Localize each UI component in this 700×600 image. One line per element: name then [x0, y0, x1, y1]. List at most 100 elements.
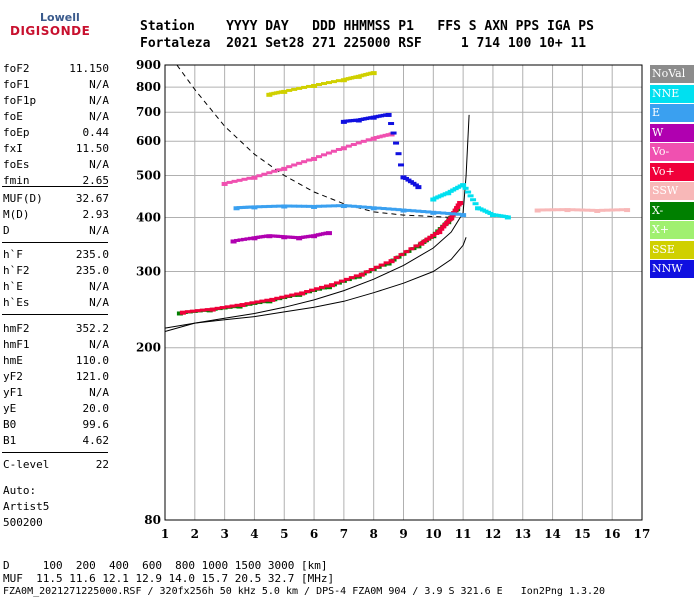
echo-point-e	[430, 210, 437, 215]
y-tick-label: 80	[144, 513, 161, 527]
echo-point-e	[276, 204, 283, 208]
echo-point-ssw	[554, 208, 561, 212]
header-line-1: Station YYYY DAY DDD HHMMSS P1 FFS S AXN…	[140, 19, 594, 34]
echo-point-vo	[301, 160, 308, 164]
echo-point-e	[261, 205, 268, 209]
echo-point-vo	[383, 261, 390, 265]
echo-point-vo	[229, 304, 236, 308]
param-key: h`F2	[3, 264, 30, 277]
echo-point-e	[440, 211, 447, 215]
echo-point-e	[385, 207, 392, 211]
param-key: foE	[3, 110, 23, 123]
echo-point-ssw	[614, 208, 621, 212]
parameter-separator	[2, 242, 108, 243]
echo-point-nnw	[402, 176, 409, 180]
x-tick-label: 16	[604, 527, 621, 541]
echo-point-ssw	[539, 208, 546, 212]
echo-point-e	[350, 204, 357, 208]
echo-point-e	[460, 213, 467, 218]
echo-point-nnw	[395, 152, 402, 156]
legend-item-vo: Vo+	[650, 162, 694, 181]
echo-point-nne	[465, 190, 472, 194]
legend-item-noval: NoVal	[650, 65, 694, 83]
param-row-clevel: C-level 22	[3, 458, 109, 474]
x-tick-label: 13	[514, 527, 531, 541]
echo-point-e	[395, 208, 402, 212]
param-row-foep: foEp 0.44	[3, 126, 109, 142]
param-value: 235.0	[75, 264, 109, 277]
echo-point-nnw	[415, 185, 422, 190]
echo-point-vo	[373, 265, 380, 269]
echo-point-ssw	[619, 208, 626, 212]
echo-point-sse	[306, 84, 313, 88]
param-value: 32.67	[75, 192, 109, 205]
header-line-2: Fortaleza 2021 Set28 271 225000 RSF 1 71…	[140, 36, 587, 51]
param-key: M(D)	[3, 208, 30, 221]
echo-point-ssw	[579, 208, 586, 212]
autoscale-line2: Artist5	[3, 500, 50, 513]
param-key: yF1	[3, 386, 23, 399]
echo-point-sse	[291, 87, 298, 91]
x-tick-label: 11	[455, 527, 472, 541]
echo-point-ssw	[534, 208, 541, 213]
echo-point-vo	[330, 149, 337, 153]
echo-point-e	[306, 204, 313, 208]
x-tick-label: 9	[399, 527, 407, 541]
echo-point-vo	[226, 180, 233, 184]
echo-point-vo	[338, 279, 345, 283]
echo-point-e	[435, 211, 442, 215]
echo-point-vo	[316, 155, 323, 159]
param-row-foes: foEs N/A	[3, 158, 109, 174]
echo-point-vo	[442, 223, 449, 227]
param-row-yf2: yF2 121.0	[3, 370, 109, 386]
param-value: 0.44	[82, 126, 110, 139]
param-key: hmF2	[3, 322, 30, 335]
echo-point-sse	[316, 83, 323, 87]
param-row-mufd: MUF(D) 32.67	[3, 192, 109, 208]
echo-point-vo	[363, 270, 370, 274]
echo-point-nnw	[412, 183, 419, 187]
echo-point-vo	[239, 303, 246, 308]
echo-point-vo	[335, 147, 342, 151]
echo-point-vo	[256, 174, 263, 178]
echo-point-ssw	[599, 208, 606, 212]
echo-point-vo	[261, 172, 268, 176]
legend-item-x: X-	[650, 201, 694, 220]
param-row-fof1: foF1 N/A	[3, 78, 109, 94]
legend-item-nnw: NNW	[650, 260, 694, 278]
echo-point-vo	[266, 171, 273, 175]
echo-point-vo	[321, 153, 327, 157]
echo-point-vo	[365, 138, 372, 142]
param-value: N/A	[89, 94, 109, 107]
echo-point-vo	[189, 309, 196, 313]
echo-point-vo	[284, 294, 291, 298]
autoscale-line3: 500200	[3, 516, 43, 529]
echo-point-vo	[358, 272, 365, 277]
echo-point-vo	[421, 239, 428, 243]
x-tick-label: 8	[370, 527, 378, 541]
param-row-b1: B1 4.62	[3, 434, 109, 450]
echo-point-e	[425, 210, 432, 214]
echo-point-e	[266, 204, 273, 208]
echo-point-e	[301, 204, 308, 208]
echo-point-e	[345, 204, 352, 208]
echo-point-w	[241, 237, 248, 241]
echo-point-ssw	[624, 208, 631, 213]
echo-point-e	[450, 212, 457, 216]
legend-item-e: E	[650, 104, 694, 122]
param-row-hmf1: hmF1 N/A	[3, 338, 109, 354]
param-value: 20.0	[82, 402, 110, 415]
param-row-hf2: h`F2 235.0	[3, 264, 109, 280]
parameter-separator	[2, 314, 108, 315]
x-tick-label: 4	[250, 527, 258, 541]
param-row-hmf2: hmF2 352.2	[3, 322, 109, 338]
echo-point-e	[380, 207, 387, 211]
x-tick-label: 5	[280, 527, 288, 541]
dashed-curve	[176, 64, 452, 218]
param-row-ye: yE 20.0	[3, 402, 109, 418]
echo-point-vo	[199, 308, 206, 312]
echo-point-nne	[472, 202, 479, 206]
echo-point-nne	[504, 215, 511, 220]
echo-point-e	[420, 210, 427, 214]
echo-point-sse	[335, 79, 342, 83]
